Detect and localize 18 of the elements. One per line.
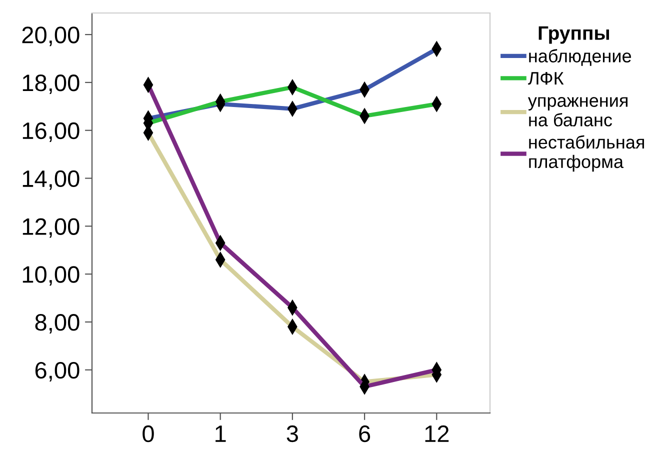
x-tick-label: 12	[425, 425, 449, 442]
y-tick-label: 8,00	[35, 314, 80, 334]
y-tick-label: 6,00	[35, 362, 80, 382]
y-tick-label: 10,00	[22, 266, 80, 286]
y-tick-label: 20,00	[22, 26, 80, 46]
legend-label: нестабильная платформа	[529, 135, 644, 172]
legend-label: ЛФК	[528, 72, 564, 85]
y-tick-label: 12,00	[22, 218, 80, 238]
legend-label: наблюдение	[529, 49, 631, 66]
x-tick-label: 0	[142, 425, 154, 442]
y-tick-label: 16,00	[22, 122, 80, 142]
legend-label: упражнения на баланс	[528, 97, 628, 126]
y-tick-label: 18,00	[22, 74, 80, 94]
legend-title: Группы	[538, 26, 609, 44]
x-tick-label: 1	[216, 426, 226, 442]
x-tick-label: 6	[359, 425, 370, 442]
x-tick-label: 3	[286, 425, 298, 442]
y-tick-label: 14,00	[22, 170, 80, 190]
